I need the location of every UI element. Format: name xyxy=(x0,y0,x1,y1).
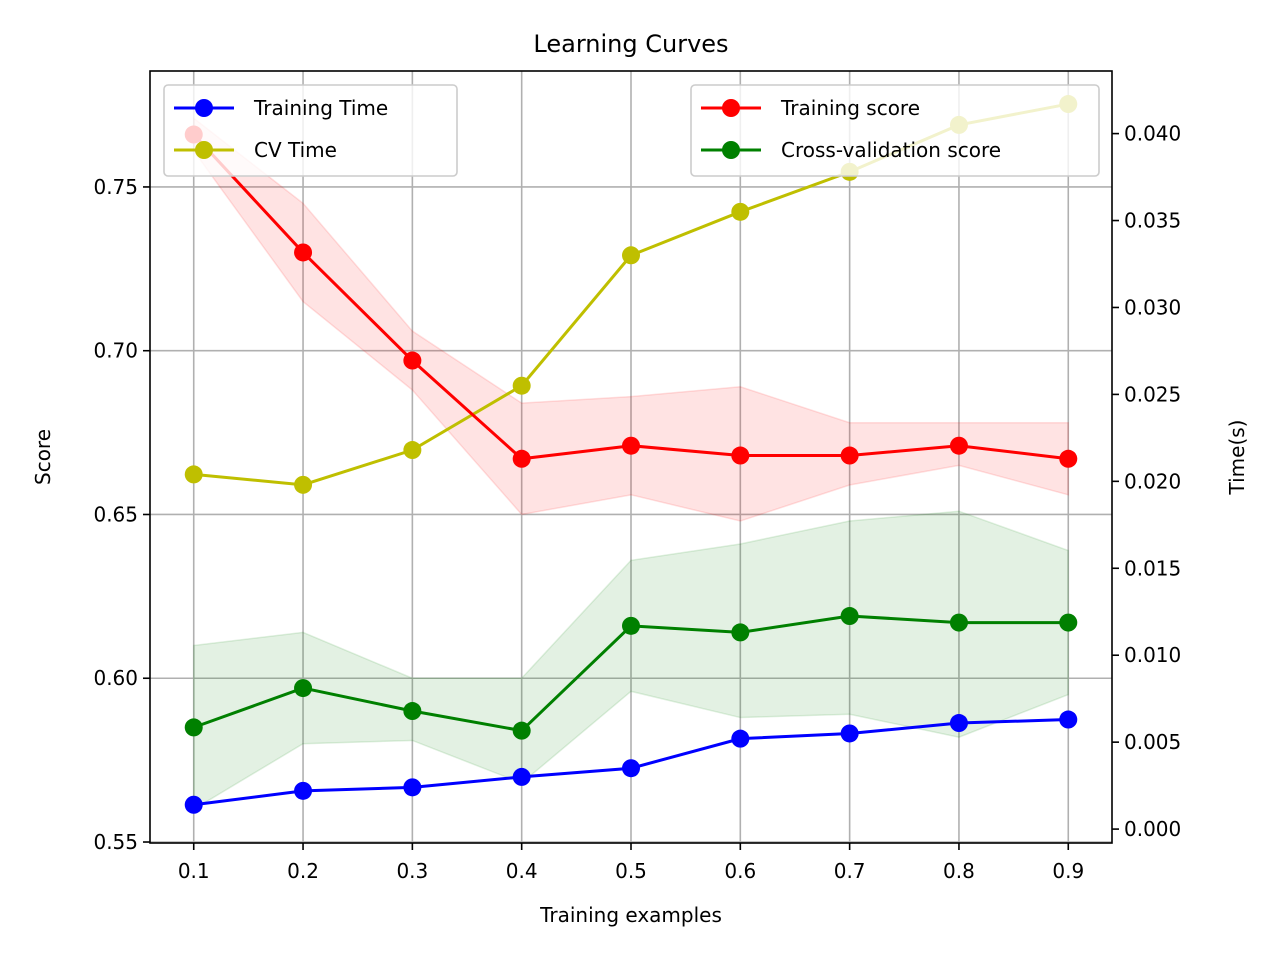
training-time-point xyxy=(949,714,968,733)
chart-title: Learning Curves xyxy=(533,30,728,58)
y-axis-label: Score xyxy=(31,429,55,485)
cv-time-point xyxy=(403,441,422,460)
training-time-point xyxy=(403,778,422,797)
cv-time-point xyxy=(622,246,640,265)
cross-validation-score-band xyxy=(192,510,1070,811)
training-score-point xyxy=(949,436,968,455)
x-axis-label: Training examples xyxy=(539,903,722,927)
cross-validation-score-point xyxy=(184,718,203,737)
axes: 0.1 0.2 0.3 0.4 0.5 0.6 0.7 0.8 0.9 0.55 0.60 0.65 0… xyxy=(93,122,1181,883)
training-score-point xyxy=(294,243,313,262)
cross-validation-score-point xyxy=(403,702,422,721)
x-tick-label: 0.1 xyxy=(178,859,210,883)
x-tick-label: 0.6 xyxy=(724,859,756,883)
training-score-point xyxy=(622,436,640,455)
cv-time-point xyxy=(731,202,750,221)
y2-tick-label: 0.000 xyxy=(1124,817,1181,841)
cross-validation-score-point xyxy=(512,721,531,740)
training-time-point xyxy=(294,781,313,800)
training-score-point xyxy=(512,449,531,468)
cross-validation-score-point xyxy=(731,623,750,642)
training-score-point xyxy=(1059,449,1078,468)
x-tick-label: 0.8 xyxy=(943,859,975,883)
y-tick-label: 0.60 xyxy=(93,666,138,690)
training-time-point xyxy=(512,767,531,786)
training-time-point xyxy=(1059,710,1078,729)
y2-tick-label: 0.005 xyxy=(1124,730,1181,754)
cross-validation-score-point xyxy=(1059,613,1078,632)
cv-time-legend-marker xyxy=(195,141,213,159)
cross-validation-score-point xyxy=(294,679,313,698)
cross-validation-score-point xyxy=(840,607,859,626)
cv-time-point xyxy=(512,376,531,395)
y-tick-label: 0.75 xyxy=(93,175,138,199)
training-time-point xyxy=(840,724,859,743)
training-time-point xyxy=(731,729,750,748)
training-time-legend-label: Training Time xyxy=(253,96,388,120)
legend-score: Training score Cross-validation score xyxy=(690,84,1100,177)
training-time-point xyxy=(622,759,640,778)
training-score-point xyxy=(403,351,422,370)
cross-validation-score-legend-marker xyxy=(722,141,740,159)
training-time-legend-marker xyxy=(195,99,213,117)
cv-time-point xyxy=(184,465,203,484)
training-time-point xyxy=(184,795,203,814)
x-tick-label: 0.2 xyxy=(287,859,319,883)
training-score-point xyxy=(840,446,859,465)
cross-validation-score-point xyxy=(949,613,968,632)
x-tick-label: 0.4 xyxy=(506,859,538,883)
y2-tick-label: 0.015 xyxy=(1124,556,1181,580)
cross-validation-score-point xyxy=(622,616,640,635)
cross-validation-score-legend-label: Cross-validation score xyxy=(781,138,1001,162)
legend-time-box xyxy=(163,84,458,177)
training-score-legend-label: Training score xyxy=(780,96,920,120)
y2-axis-label: Time(s) xyxy=(1225,420,1249,496)
cv-time-point xyxy=(294,475,313,494)
x-tick-label: 0.7 xyxy=(834,859,866,883)
x-tick-label: 0.5 xyxy=(615,859,647,883)
legend-time: Training Time CV Time xyxy=(163,84,458,177)
training-score-point xyxy=(731,446,750,465)
y-tick-label: 0.55 xyxy=(93,830,138,854)
y2-tick-label: 0.010 xyxy=(1124,643,1181,667)
y2-tick-label: 0.035 xyxy=(1124,209,1181,233)
x-tick-label: 0.9 xyxy=(1052,859,1084,883)
y2-tick-label: 0.030 xyxy=(1124,295,1181,319)
y2-tick-label: 0.025 xyxy=(1124,382,1181,406)
legend-score-box xyxy=(690,84,1100,177)
x-tick-label: 0.3 xyxy=(396,859,428,883)
legends: Training Time CV Time Training score Cross-… xyxy=(163,84,1100,177)
y2-tick-label: 0.020 xyxy=(1124,469,1181,493)
y-tick-label: 0.65 xyxy=(93,502,138,526)
cv-time-legend-label: CV Time xyxy=(254,138,337,162)
training-score-legend-marker xyxy=(722,99,740,117)
y2-tick-label: 0.040 xyxy=(1124,122,1181,146)
y-tick-label: 0.70 xyxy=(93,339,138,363)
